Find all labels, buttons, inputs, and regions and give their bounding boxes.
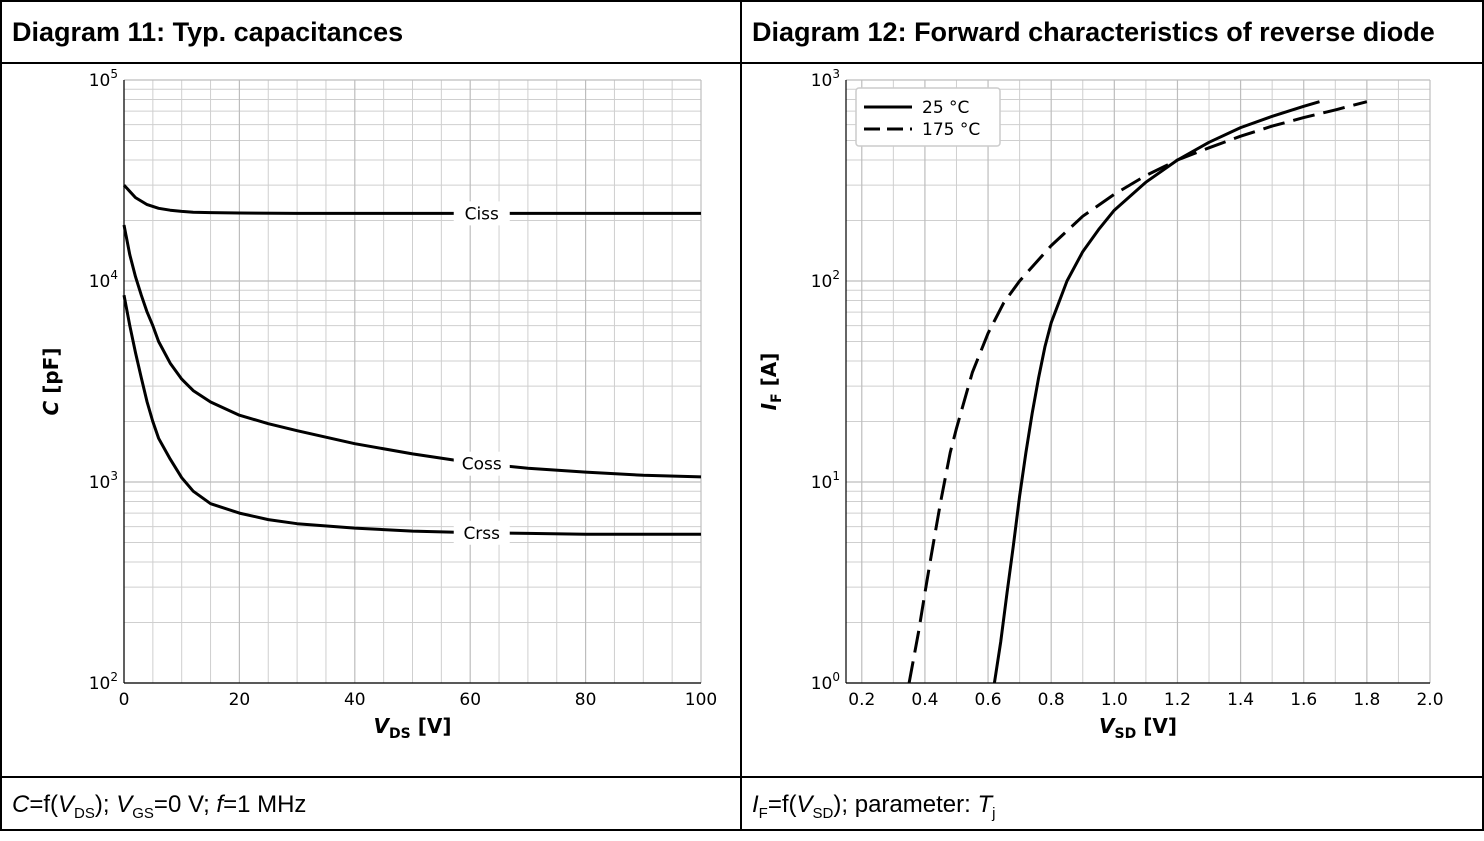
y-tick-label: 105: [89, 67, 118, 91]
y-tick-label: 101: [811, 469, 840, 493]
diode-forward-chart: 100 101 102 103 0.2 0.4 0.6 0.8 1.0 1.2 1.4 1.6 1.8 2…: [757, 67, 1444, 742]
series-label-coss: Coss: [462, 455, 502, 475]
x-tick-label: 1.2: [1164, 690, 1191, 710]
capacitance-chart: 102 103 104 105 0 20 40 60 80 100 VDS [V] C [pF] Cis…: [39, 67, 717, 742]
series-label-bg: [453, 201, 510, 226]
series-label-crss: Crss: [463, 524, 500, 544]
series-line-ciss: [122, 184, 701, 215]
x-tick-label: 1.0: [1101, 690, 1128, 710]
y-tick-label: 103: [811, 67, 840, 91]
legend-box: [855, 87, 1001, 147]
series-label-bg: [453, 520, 510, 545]
y-tick-label: 102: [89, 670, 118, 694]
y-axis-label: C [pF]: [39, 348, 63, 416]
y-axis-label: IF [A]: [757, 353, 785, 411]
y-tick-label: 104: [89, 268, 118, 292]
x-tick-label: 40: [344, 690, 366, 710]
x-tick-label: 20: [229, 690, 251, 710]
x-tick-label: 2.0: [1416, 690, 1443, 710]
x-tick-label: 0.8: [1038, 690, 1065, 710]
legend-label-1: 175 °C: [922, 120, 980, 140]
series-line-175c: [907, 100, 1368, 684]
title-divider: [0, 62, 1484, 64]
y-tick-label: 102: [811, 268, 840, 292]
x-axis-label: VDS [V]: [374, 714, 452, 742]
x-tick-label: 60: [459, 690, 481, 710]
diagram-12-caption: IF=f(VSD); parameter: Tj: [752, 791, 996, 822]
x-tick-label: 1.4: [1227, 690, 1254, 710]
series-line-25c: [992, 100, 1320, 684]
x-tick-label: 1.6: [1290, 690, 1317, 710]
legend-label-0: 25 °C: [922, 98, 969, 118]
y-tick-label: 103: [89, 469, 118, 493]
caption-divider: [0, 776, 1484, 778]
x-tick-label: 100: [685, 690, 717, 710]
panel-divider: [740, 0, 742, 831]
diagram-11-title: Diagram 11: Typ. capacitances: [12, 17, 404, 47]
diagram-12-title: Diagram 12: Forward characteristics of r…: [752, 17, 1435, 47]
x-tick-label: 0.6: [975, 690, 1002, 710]
x-tick-label: 0.4: [911, 690, 938, 710]
x-tick-label: 80: [575, 690, 597, 710]
x-tick-label: 0: [119, 690, 130, 710]
series-label-bg: [453, 451, 510, 476]
y-tick-label: 100: [811, 670, 840, 694]
x-tick-label: 0.2: [848, 690, 875, 710]
series-label-ciss: Ciss: [465, 204, 499, 224]
diagram-11-caption: C=f(VDS); VGS=0 V; f=1 MHz: [12, 791, 307, 822]
x-axis-label: VSD [V]: [1099, 714, 1177, 742]
x-tick-label: 1.8: [1353, 690, 1380, 710]
